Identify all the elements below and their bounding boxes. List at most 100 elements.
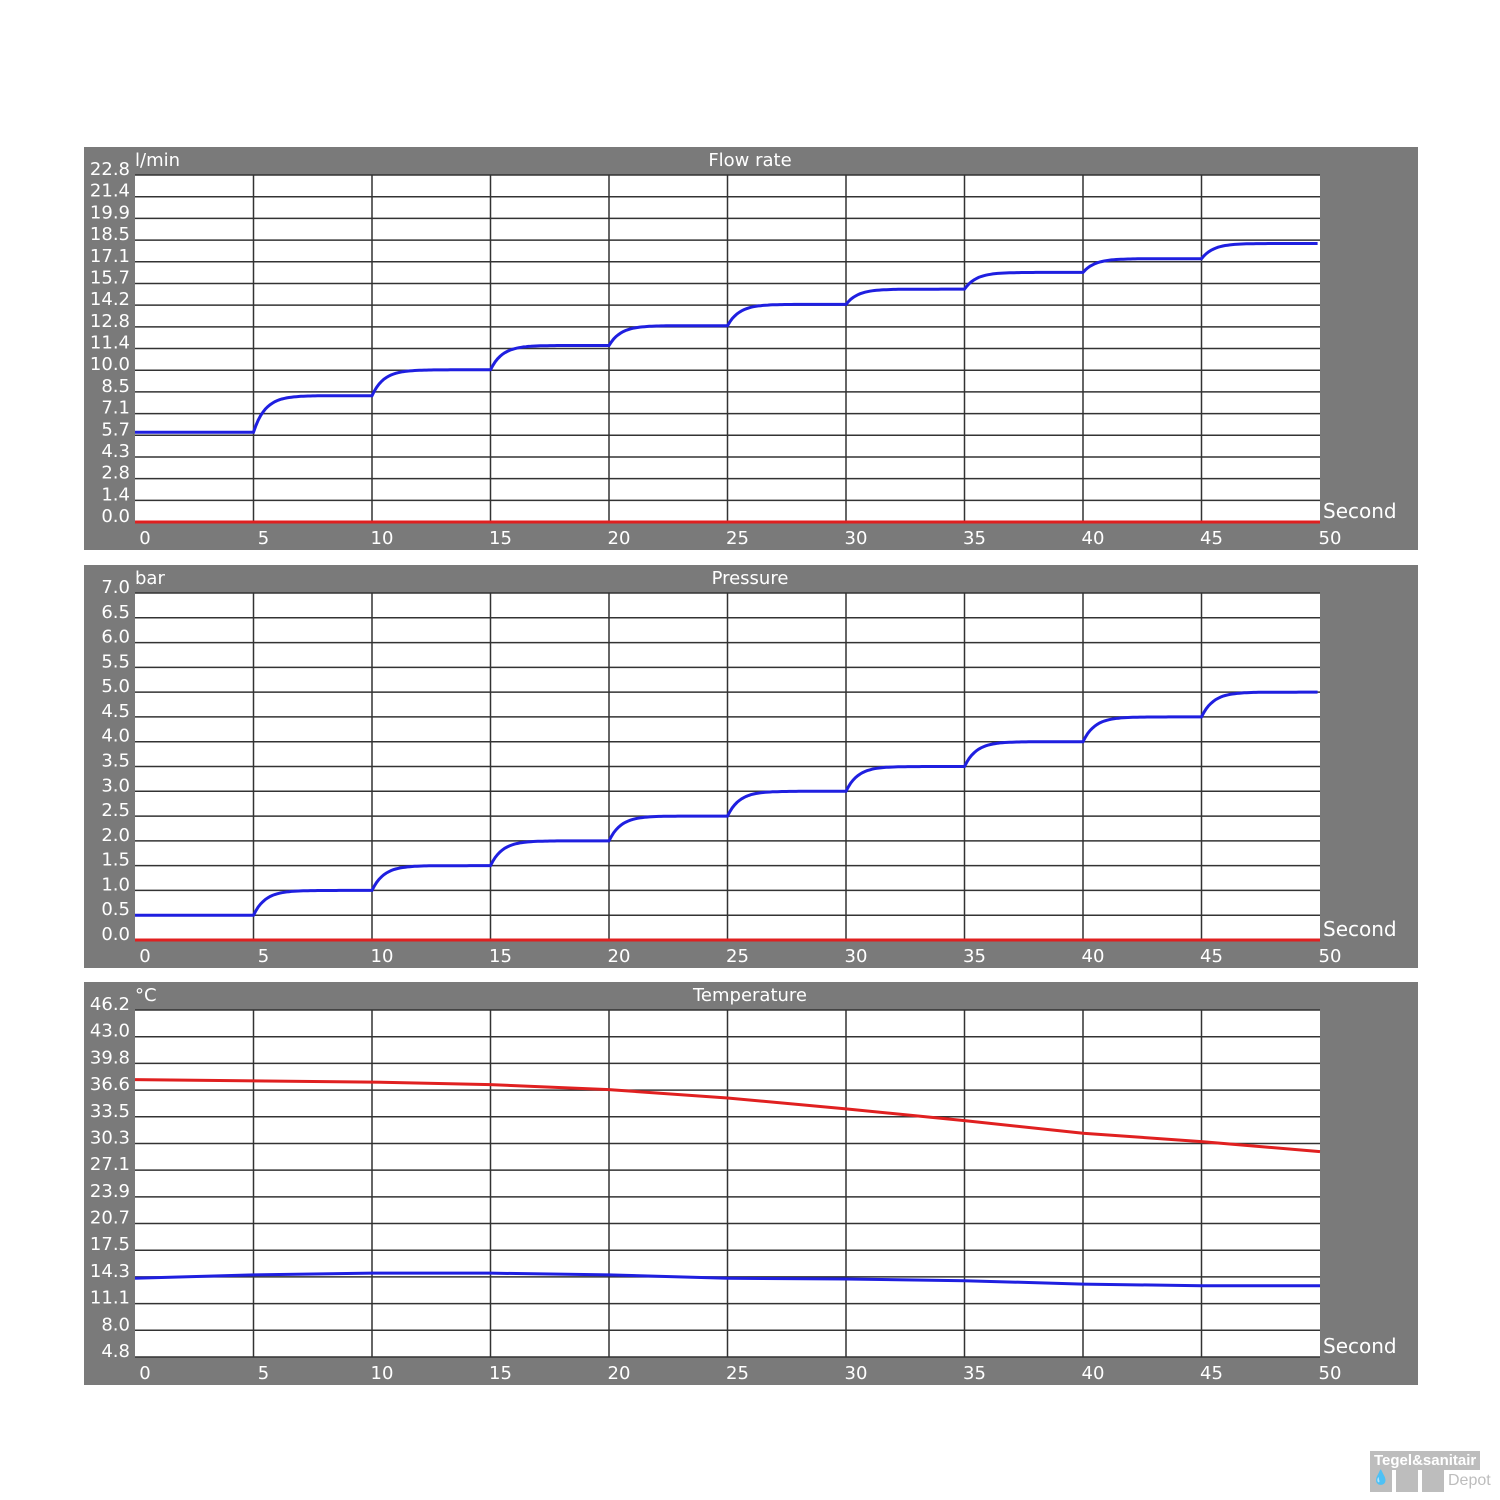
chart-title: Flow rate	[708, 150, 791, 171]
x-tick-label: 5	[258, 1363, 269, 1384]
x-tick-label: 30	[845, 528, 868, 549]
series-line-1	[135, 690, 1318, 917]
y-tick-label: 2.5	[101, 800, 130, 821]
x-tick-label: 20	[608, 946, 631, 967]
chart-panel-pressure: 0.0 0.5 1.0 1.5 2.0 2.5 3.0 3.5 4.0 4.5 5.0 5.5 6.0 6…	[84, 565, 1418, 968]
y-tick-label: 5.0	[101, 676, 130, 697]
y-tick-label: 23.9	[90, 1181, 130, 1202]
x-axis-label: Second	[1323, 499, 1397, 523]
y-tick-label: 8.0	[101, 1314, 130, 1335]
series-line-2	[134, 1271, 1320, 1288]
y-tick-label: 12.8	[90, 311, 130, 332]
y-tick-label: 20.7	[90, 1208, 130, 1229]
x-tick-label: 5	[258, 946, 269, 967]
y-tick-label: 7.1	[101, 398, 130, 419]
x-tick-label: 35	[963, 528, 986, 549]
x-tick-label: 10	[371, 528, 394, 549]
y-tick-label: 27.1	[90, 1154, 130, 1175]
y-tick-label: 14.3	[90, 1261, 130, 1282]
logo-text: Tegel&sanitair	[1370, 1451, 1481, 1470]
y-tick-label: 2.0	[101, 825, 130, 846]
y-tick-label: 1.4	[101, 484, 130, 505]
y-tick-label: 15.7	[90, 267, 130, 288]
y-tick-label: 3.0	[101, 775, 130, 796]
x-tick-label: 5	[258, 528, 269, 549]
y-tick-label: 18.5	[90, 224, 130, 245]
y-tick-label: 17.5	[90, 1234, 130, 1255]
y-tick-label: 3.5	[101, 751, 130, 772]
x-axis-label: Second	[1323, 1334, 1397, 1358]
x-tick-label: 10	[371, 1363, 394, 1384]
x-tick-label: 35	[963, 1363, 986, 1384]
y-tick-label: 19.9	[90, 202, 130, 223]
x-tick-label: 0	[139, 1363, 150, 1384]
x-tick-label: 45	[1200, 1363, 1223, 1384]
x-tick-label: 30	[845, 1363, 868, 1384]
y-tick-label: 4.0	[101, 726, 130, 747]
y-tick-label: 6.5	[101, 602, 130, 623]
x-tick-label: 15	[489, 528, 512, 549]
x-tick-label: 10	[371, 946, 394, 967]
y-tick-label: 30.3	[90, 1127, 130, 1148]
y-tick-label: 10.0	[90, 354, 130, 375]
x-tick-label: 50	[1319, 946, 1342, 967]
y-tick-label: 43.0	[90, 1021, 130, 1042]
x-tick-label: 25	[726, 946, 749, 967]
x-tick-label: 25	[726, 528, 749, 549]
y-tick-label: 0.0	[101, 506, 130, 527]
y-tick-label: 14.2	[90, 289, 130, 310]
y-axis-label: l/min	[135, 150, 180, 171]
y-tick-label: 39.8	[90, 1047, 130, 1068]
x-axis-label: Second	[1323, 917, 1397, 941]
y-axis-label: °C	[135, 985, 157, 1006]
x-tick-label: 40	[1082, 946, 1105, 967]
x-tick-label: 40	[1082, 528, 1105, 549]
x-tick-label: 20	[608, 528, 631, 549]
x-tick-label: 50	[1319, 528, 1342, 549]
y-tick-label: 22.8	[90, 159, 130, 180]
y-tick-label: 21.4	[90, 181, 130, 202]
y-tick-label: 5.7	[101, 419, 130, 440]
logo-subtext: Depot	[1448, 1472, 1491, 1489]
x-tick-label: 45	[1200, 528, 1223, 549]
y-tick-label: 4.8	[101, 1341, 130, 1362]
chart-panel-flow-rate: 0.01.42.84.35.77.18.510.011.412.814.215.…	[84, 147, 1418, 550]
x-tick-label: 40	[1082, 1363, 1105, 1384]
x-tick-label: 15	[489, 1363, 512, 1384]
y-tick-label: 4.5	[101, 701, 130, 722]
x-tick-label: 35	[963, 946, 986, 967]
x-tick-label: 50	[1319, 1363, 1342, 1384]
drop-icon: 💧	[1370, 1470, 1392, 1492]
chart-title: Temperature	[692, 985, 807, 1006]
x-tick-label: 30	[845, 946, 868, 967]
y-tick-label: 8.5	[101, 376, 130, 397]
x-tick-label: 45	[1200, 946, 1223, 967]
watermark-logo: Tegel&sanitair 💧 Depot	[1370, 1450, 1500, 1500]
x-tick-label: 0	[139, 946, 150, 967]
y-tick-label: 2.8	[101, 463, 130, 484]
y-tick-label: 17.1	[90, 246, 130, 267]
y-tick-label: 7.0	[101, 577, 130, 598]
y-tick-label: 1.5	[101, 850, 130, 871]
y-tick-label: 11.1	[90, 1288, 130, 1309]
y-tick-label: 36.6	[90, 1074, 130, 1095]
x-tick-label: 15	[489, 946, 512, 967]
y-tick-label: 33.5	[90, 1101, 130, 1122]
y-tick-label: 4.3	[101, 441, 130, 462]
x-tick-label: 0	[139, 528, 150, 549]
y-tick-label: 5.5	[101, 651, 130, 672]
chart-title: Pressure	[712, 568, 789, 589]
x-tick-label: 20	[608, 1363, 631, 1384]
y-tick-label: 6.0	[101, 627, 130, 648]
y-axis-label: bar	[135, 568, 165, 589]
y-tick-label: 46.2	[90, 994, 130, 1015]
y-tick-label: 0.5	[101, 899, 130, 920]
y-tick-label: 1.0	[101, 874, 130, 895]
chart-panel-temperature: 4.8 8.0 11.1 14.3 17.5 20.7 23.9 27.1 30.3 33.5 36…	[84, 982, 1418, 1385]
x-tick-label: 25	[726, 1363, 749, 1384]
y-tick-label: 11.4	[90, 333, 130, 354]
y-tick-label: 0.0	[101, 924, 130, 945]
series-line-1	[135, 242, 1318, 434]
series-line-1	[134, 1078, 1321, 1154]
